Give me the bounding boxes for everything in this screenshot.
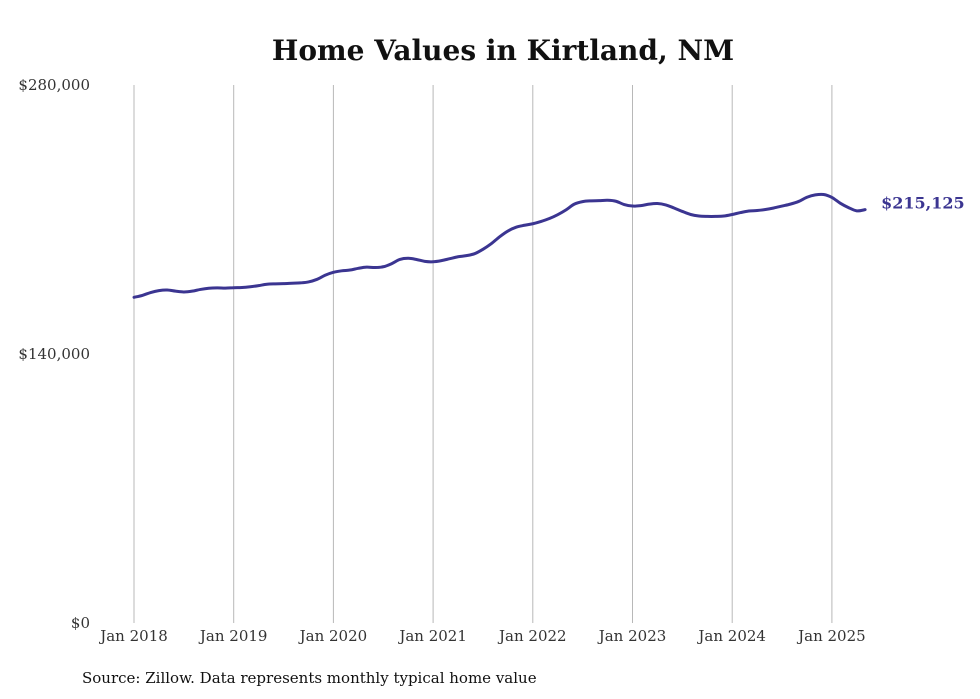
y-tick-label: $0 xyxy=(71,614,90,632)
x-tick-label: Jan 2025 xyxy=(796,627,866,645)
x-tick-label: Jan 2021 xyxy=(397,627,467,645)
end-value-label: $215,125 xyxy=(881,194,965,213)
x-axis: Jan 2018 Jan 2019 Jan 2020 Jan 2021 Jan 2022… xyxy=(98,627,865,645)
x-tick-label: Jan 2019 xyxy=(198,627,268,645)
x-tick-label: Jan 2024 xyxy=(696,627,766,645)
chart-title: Home Values in Kirtland, NM xyxy=(272,34,734,67)
x-tick-label: Jan 2020 xyxy=(298,627,368,645)
x-tick-label: Jan 2018 xyxy=(98,627,168,645)
x-tick-label: Jan 2023 xyxy=(597,627,667,645)
source-note: Source: Zillow. Data represents monthly … xyxy=(82,669,537,687)
vertical-gridlines xyxy=(133,85,833,623)
y-tick-label: $280,000 xyxy=(18,76,90,94)
series-line xyxy=(132,192,867,299)
x-tick-label: Jan 2022 xyxy=(497,627,567,645)
y-axis: $0 $140,000 $280,000 xyxy=(18,76,90,632)
series-layer: $215,125 xyxy=(132,192,965,299)
y-tick-label: $140,000 xyxy=(18,345,90,363)
